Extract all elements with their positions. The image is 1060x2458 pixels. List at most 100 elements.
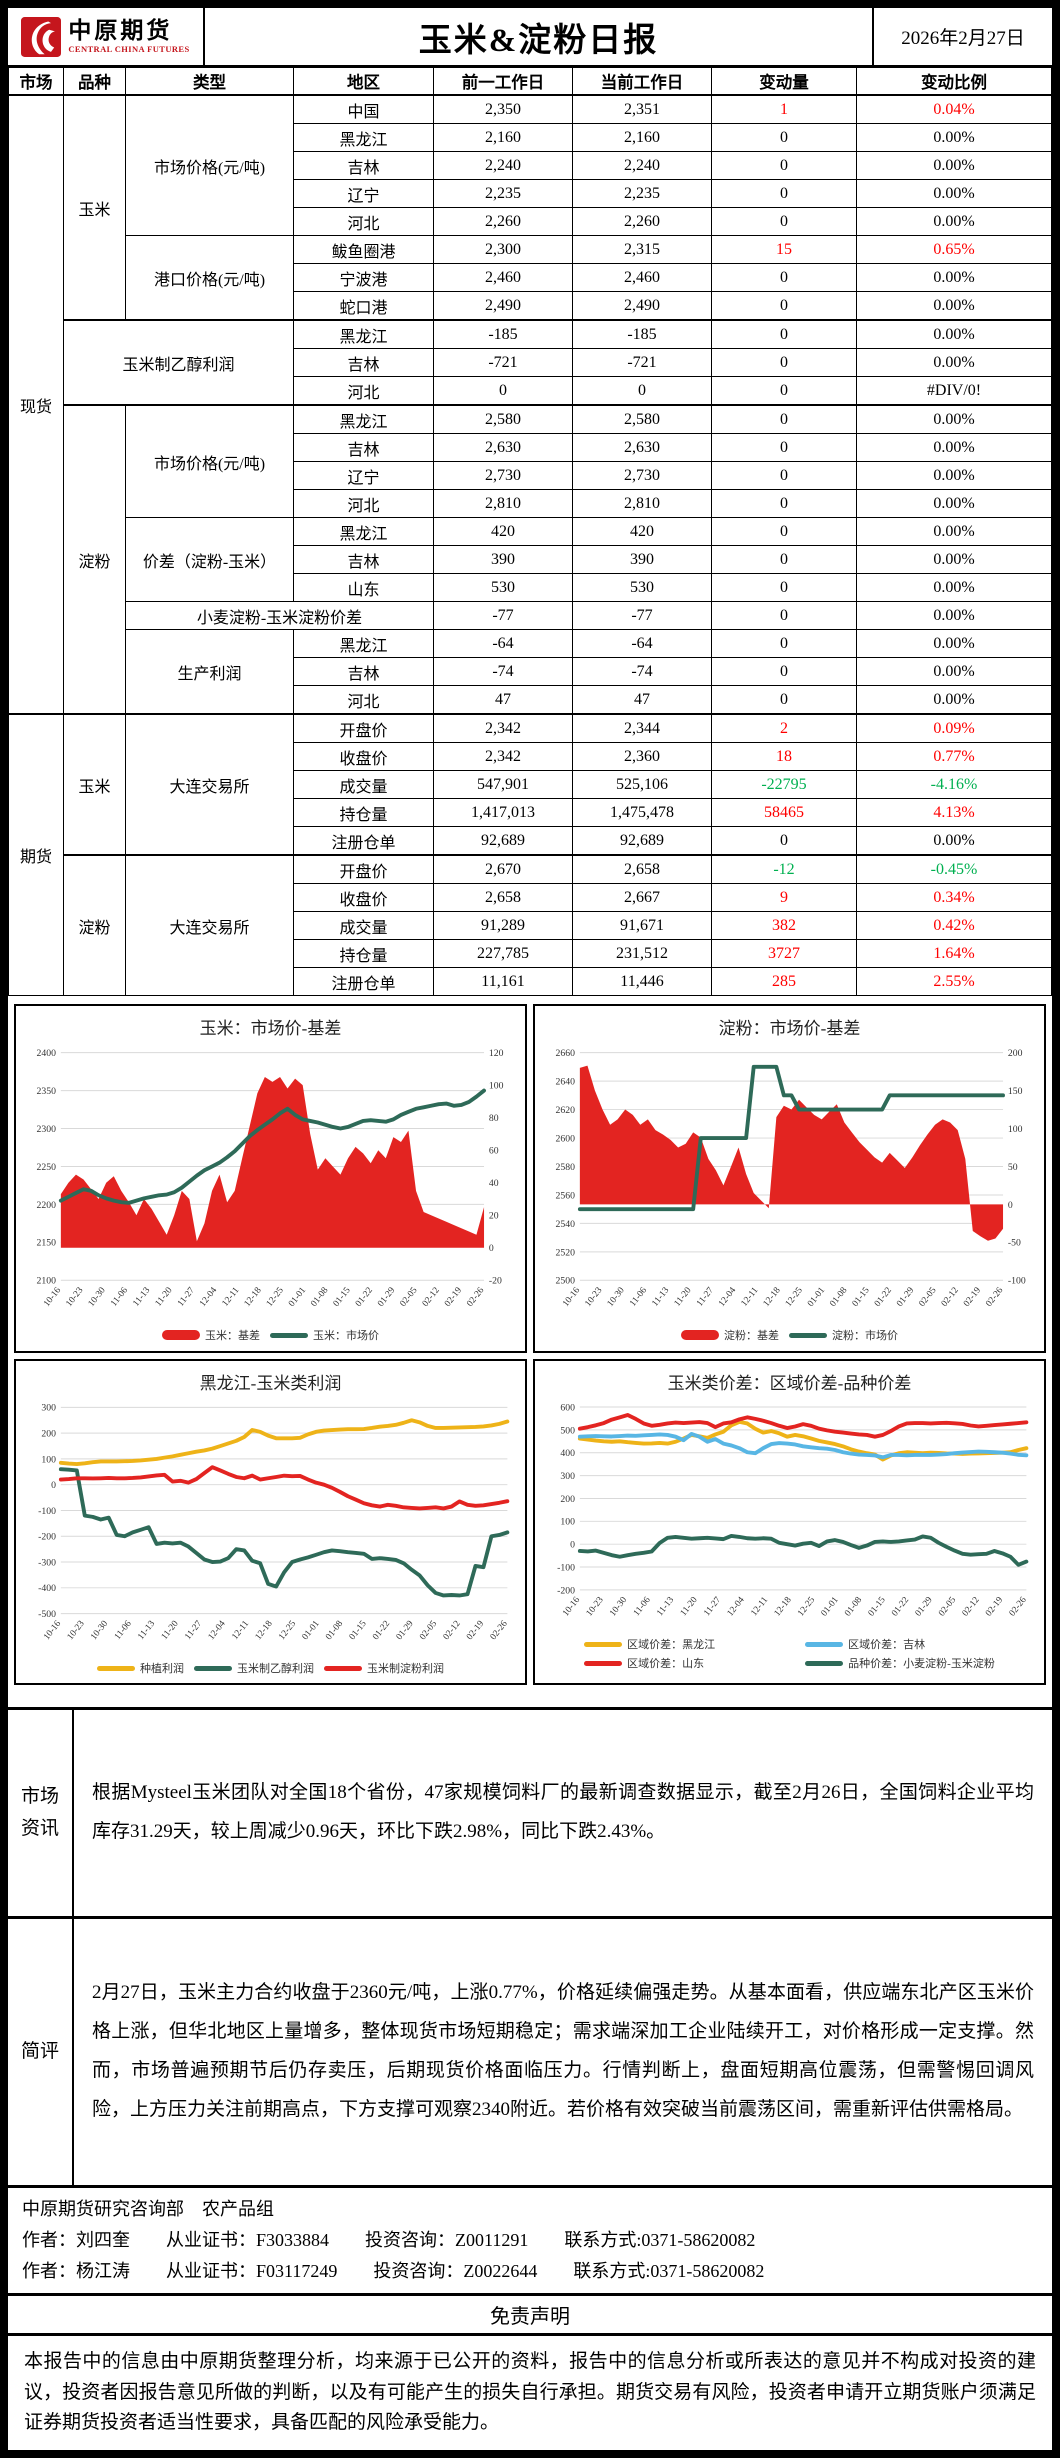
- table-cell: 0.00%: [856, 263, 1052, 292]
- svg-text:12-11: 12-11: [220, 1285, 241, 1308]
- table-cell: -185: [433, 319, 573, 349]
- column-header: 类型: [125, 67, 294, 96]
- svg-text:2250: 2250: [37, 1162, 57, 1173]
- chart-corn-basis-plot: 2100 2150 2200 2250 2300 2350 2400 -20 0 20 40 60 80…: [37, 1048, 504, 1308]
- table-cell: 1: [711, 94, 857, 124]
- legend-item: 区域价差：黑龙江: [584, 1636, 715, 1652]
- legend-swatch: [805, 1641, 844, 1647]
- svg-text:100: 100: [489, 1081, 504, 1092]
- table-cell: 生产利润: [125, 629, 294, 715]
- svg-text:10-30: 10-30: [86, 1285, 107, 1308]
- logo-name-cn: 中原期货: [68, 18, 173, 44]
- legend-label: 淀粉：市场价: [832, 1330, 898, 1342]
- svg-text:120: 120: [489, 1048, 504, 1059]
- svg-text:100: 100: [1008, 1124, 1023, 1135]
- table-cell: 淀粉: [63, 404, 126, 715]
- svg-text:2580: 2580: [556, 1162, 576, 1173]
- table-row: 吉林 -74 -74 0 0.00%: [9, 657, 1052, 686]
- section-label: 简评: [8, 1919, 74, 2185]
- table-cell: 0.00%: [856, 404, 1052, 434]
- svg-text:01-08: 01-08: [842, 1594, 863, 1617]
- chart-title: 淀粉：市场价-基差: [718, 1019, 861, 1038]
- table-cell: 92,689: [433, 826, 573, 856]
- logo-name-en: CENTRAL CHINA FUTURES: [68, 44, 190, 55]
- table-cell: 530: [433, 573, 573, 602]
- svg-text:11-13: 11-13: [131, 1285, 152, 1308]
- table-cell: 9: [711, 883, 857, 912]
- chart-profit-plot: -500 -400 -300 -200 -100 0 100 200 300 10-16 10-23…: [38, 1403, 510, 1642]
- table-cell: 2,490: [572, 291, 712, 321]
- svg-text:02-19: 02-19: [961, 1285, 982, 1308]
- table-cell: 0: [433, 376, 573, 406]
- svg-text:01-08: 01-08: [828, 1285, 849, 1308]
- table-cell: -4.16%: [856, 770, 1052, 799]
- svg-text:10-16: 10-16: [560, 1594, 581, 1617]
- chart-title: 玉米：市场价-基差: [199, 1019, 342, 1038]
- legend-label: 玉米：基差: [205, 1330, 260, 1342]
- table-cell: 玉米: [63, 94, 126, 321]
- svg-text:12-11: 12-11: [230, 1618, 251, 1641]
- table-row: 蛇口港 2,490 2,490 0 0.00%: [9, 291, 1052, 321]
- table-cell: 0.00%: [856, 573, 1052, 602]
- author-line: 作者：刘四奎 从业证书：F3033884 投资咨询：Z0011291 联系方式:037…: [22, 2225, 1038, 2256]
- brief-comment-text: 2月27日，玉米主力合约收盘于2360元/吨，上涨0.77%，价格延续偏强走势。…: [92, 1982, 1034, 2120]
- svg-text:0: 0: [51, 1480, 56, 1491]
- table-cell: 0: [711, 404, 857, 434]
- chart-title: 黑龙江-玉米类利润: [199, 1374, 342, 1393]
- table-cell: 1,417,013: [433, 798, 573, 827]
- svg-text:12-04: 12-04: [206, 1618, 227, 1641]
- table-cell: -77: [572, 601, 712, 630]
- table-cell: #DIV/0!: [856, 376, 1052, 406]
- svg-text:2100: 2100: [37, 1276, 57, 1287]
- table-cell: 0: [711, 545, 857, 574]
- svg-text:40: 40: [489, 1178, 499, 1189]
- table-cell: 成交量: [293, 770, 434, 799]
- table-row: 吉林 -721 -721 0 0.00%: [9, 348, 1052, 377]
- svg-text:02-26: 02-26: [983, 1285, 1004, 1308]
- svg-text:11-06: 11-06: [627, 1285, 648, 1308]
- table-cell: 黑龙江: [293, 629, 434, 658]
- table-cell: -185: [572, 319, 712, 349]
- table-cell: -74: [572, 657, 712, 686]
- table-cell: 2,315: [572, 235, 712, 264]
- svg-text:300: 300: [560, 1471, 575, 1482]
- svg-text:02-05: 02-05: [417, 1618, 438, 1641]
- dept-line: 中原期货研究咨询部 农产品组: [22, 2199, 274, 2219]
- column-header: 变动比例: [856, 67, 1052, 96]
- table-cell: 玉米制乙醇利润: [63, 319, 294, 406]
- table-cell: 成交量: [293, 911, 434, 940]
- legend-item: 淀粉：基差: [681, 1327, 779, 1343]
- svg-text:01-22: 01-22: [872, 1285, 893, 1308]
- column-header: 市场: [8, 67, 64, 96]
- svg-text:12-04: 12-04: [197, 1285, 218, 1308]
- svg-text:10-23: 10-23: [65, 1618, 86, 1641]
- table-cell: 2,460: [433, 263, 573, 292]
- table-cell: 91,671: [572, 911, 712, 940]
- table-cell: 92,689: [572, 826, 712, 856]
- svg-text:01-22: 01-22: [370, 1618, 391, 1641]
- svg-text:02-12: 02-12: [939, 1285, 960, 1308]
- table-cell: 河北: [293, 207, 434, 236]
- svg-text:2400: 2400: [37, 1048, 57, 1059]
- table-cell: 0.00%: [856, 291, 1052, 321]
- svg-text:-400: -400: [38, 1583, 56, 1594]
- table-cell: 0: [711, 461, 857, 490]
- table-cell: 0: [711, 319, 857, 349]
- table-row: 淀粉 大连交易所 开盘价 2,670 2,658 -12 -0.45%: [9, 854, 1052, 996]
- table-cell: 大连交易所: [125, 854, 294, 996]
- svg-text:0: 0: [570, 1540, 575, 1551]
- table-cell: 0: [711, 685, 857, 715]
- table-cell: 47: [572, 685, 712, 715]
- table-cell: 1,475,478: [572, 798, 712, 827]
- author-name: 作者：刘四奎: [22, 2229, 130, 2250]
- chart-starch-basis-plot: 2500 2520 2540 2560 2580 2600 2620 2640 2660 -100…: [556, 1048, 1026, 1308]
- table-cell: 持仓量: [293, 798, 434, 827]
- legend-item: 淀粉：市场价: [789, 1327, 898, 1343]
- table-cell: 2,360: [572, 742, 712, 771]
- svg-text:2200: 2200: [37, 1200, 57, 1211]
- svg-text:2350: 2350: [37, 1086, 57, 1097]
- svg-text:-20: -20: [489, 1276, 502, 1287]
- svg-text:-50: -50: [1008, 1238, 1021, 1249]
- svg-text:02-05: 02-05: [936, 1594, 957, 1617]
- svg-text:12-25: 12-25: [783, 1285, 804, 1308]
